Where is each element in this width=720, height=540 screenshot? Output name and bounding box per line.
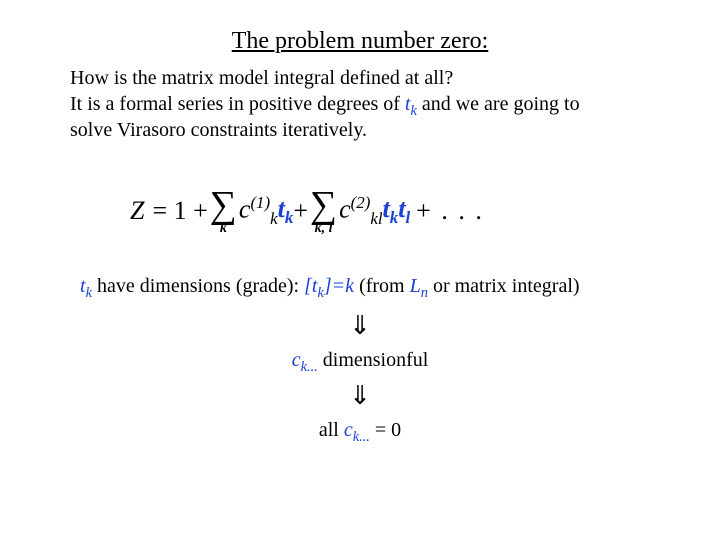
dim-eqk: =k <box>332 275 354 297</box>
main-formula: Z = 1 + ∑ k c(1)k tk + ∑ k, l c(2)kl tk … <box>130 171 650 251</box>
t2l: tl <box>398 194 410 228</box>
intro-line2b: and we are going to <box>417 93 580 115</box>
formula-Z: Z <box>130 196 144 226</box>
formula-dots: + . . . <box>416 196 484 226</box>
formula-plus1: + <box>293 196 308 226</box>
formula-eq1: = 1 + <box>152 196 207 226</box>
sigma-icon: ∑ <box>210 186 237 224</box>
sigma-icon: ∑ <box>310 186 337 224</box>
page-title: The problem number zero: <box>70 28 650 55</box>
var-Ln: Ln <box>410 275 428 297</box>
intro-line3: solve Virasoro constraints iteratively. <box>70 119 367 141</box>
down-arrow-icon: ⇓ <box>70 310 650 341</box>
intro-line1: How is the matrix model integral defined… <box>70 67 453 89</box>
sum1-sub: k <box>220 222 227 236</box>
intro-line2a: It is a formal series in positive degree… <box>70 93 405 115</box>
coef2: c(2)kl <box>339 193 382 229</box>
t2k: tk <box>383 194 399 228</box>
dimension-line: tk have dimensions (grade): [tk]=k (from… <box>80 275 650 298</box>
mid-line1: ck... dimensionful <box>70 349 650 372</box>
var-ck2: ck... <box>344 419 370 441</box>
dim-from-open: (from <box>354 275 410 297</box>
mid-line2: all ck... = 0 <box>70 419 650 442</box>
mid1-tail: dimensionful <box>318 349 429 371</box>
down-arrow-icon: ⇓ <box>70 380 650 411</box>
dim-from-close: or matrix integral) <box>428 275 580 297</box>
sum1: ∑ k <box>210 186 237 236</box>
sum2: ∑ k, l <box>310 186 337 236</box>
mid2-tail: = 0 <box>370 419 401 441</box>
t1: tk <box>278 194 294 228</box>
var-ck1: ck... <box>292 349 318 371</box>
mid2-lead: all <box>319 419 344 441</box>
var-tk: tk <box>405 93 417 115</box>
dim-lead: have dimensions (grade): <box>92 275 304 297</box>
var-tk2: tk <box>80 275 92 297</box>
sum2-sub: k, l <box>315 222 333 236</box>
coef1: c(1)k <box>239 193 278 229</box>
intro-paragraph: How is the matrix model integral defined… <box>70 65 650 143</box>
bracket-tk: [tk] <box>304 275 332 297</box>
